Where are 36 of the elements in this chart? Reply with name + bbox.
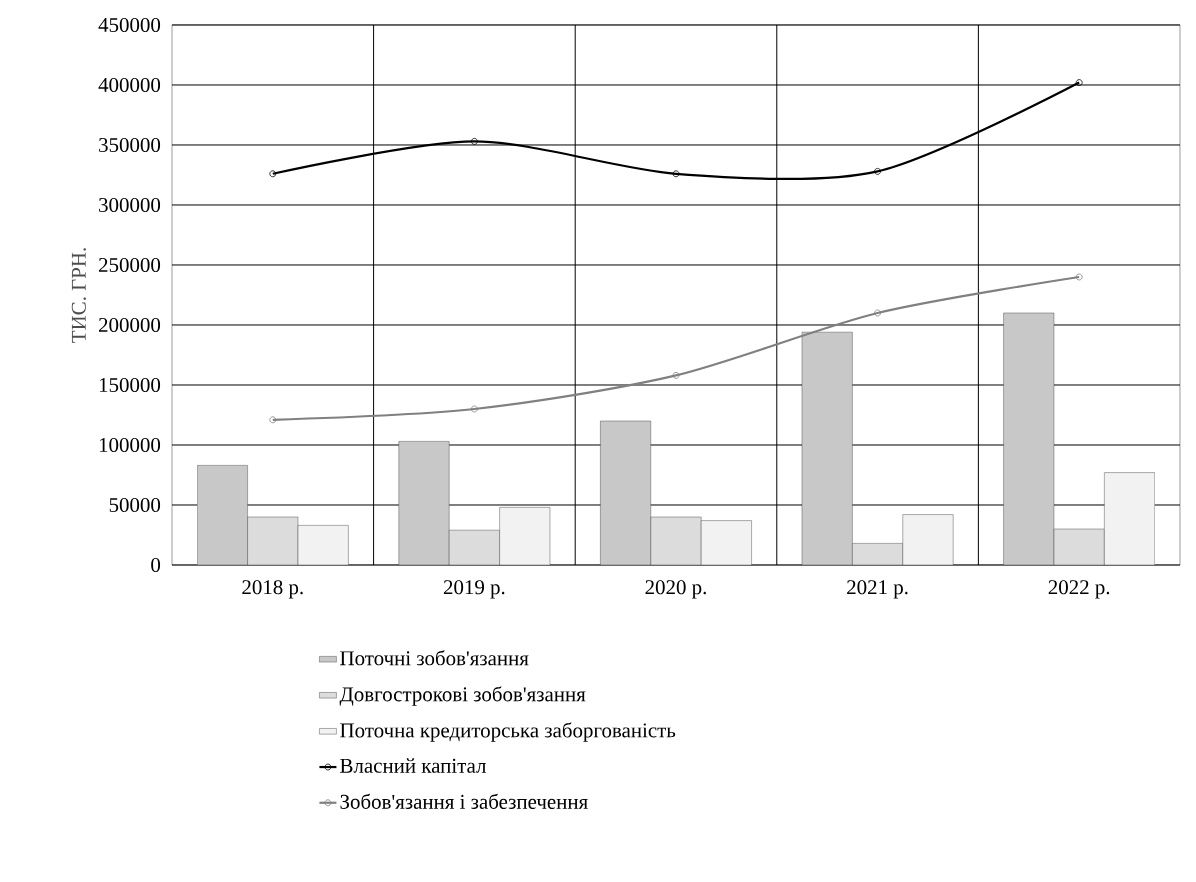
point: [874, 167, 881, 175]
bar: [1003, 312, 1055, 565]
bar: [801, 331, 853, 565]
y-tick-label: 400000: [98, 77, 161, 93]
point: [1075, 273, 1083, 281]
x-tick-label: 2021 р.: [847, 580, 908, 599]
bar: [197, 465, 248, 565]
point: [471, 405, 478, 413]
legend-label: Зобов'язання і забезпечення: [340, 793, 588, 809]
y-tick-label: 450000: [98, 17, 161, 33]
y-tick-label: 100000: [99, 437, 161, 453]
bar: [398, 441, 450, 565]
x-tick-label: 2020 р.: [645, 580, 706, 599]
x-tick-label: 2019 р.: [443, 580, 505, 599]
point: [1075, 79, 1083, 86]
point: [269, 416, 277, 424]
point: [269, 170, 277, 178]
y-tick-label: 150000: [99, 377, 161, 393]
point: [471, 137, 478, 145]
y-tick-label: 50000: [109, 497, 161, 513]
legend-label: Поточна кредиторська заборгованість: [340, 722, 676, 742]
legend-label: Власний капітал: [340, 758, 486, 773]
y-tick-label: 250000: [99, 257, 161, 273]
y-axis-title: ТИС. ГРН.: [71, 248, 86, 343]
point: [672, 372, 680, 379]
legend-label: Довгострокові зобов'язання: [339, 686, 586, 706]
y-tick-label: 200000: [99, 317, 161, 333]
y-tick-label: 0: [151, 557, 161, 573]
x-tick-label: 2022 р.: [1048, 580, 1110, 599]
point: [874, 309, 881, 317]
point: [672, 170, 680, 178]
x-tick-label: 2018 р.: [242, 580, 303, 599]
bar: [600, 420, 651, 565]
legend-label: Поточні зобов'язання: [340, 650, 529, 666]
y-tick-label: 350000: [99, 137, 161, 153]
y-tick-label: 300000: [99, 197, 161, 213]
